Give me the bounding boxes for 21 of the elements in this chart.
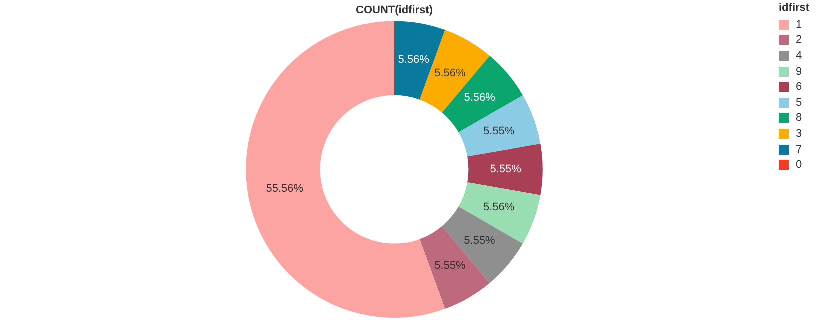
legend-label: 3 [796,128,802,140]
data-label: 55.56% [266,182,304,195]
legend-label: 5 [796,96,802,109]
data-label: 5.55% [464,235,496,248]
data-label: 5.56% [434,67,466,80]
data-label: 5.55% [490,164,522,176]
data-label: 5.56% [398,54,430,66]
legend-title: idfirst [779,2,810,14]
data-label: 5.56% [464,92,496,104]
chart-title: COUNT(idfirst) [356,4,434,17]
legend-label: 8 [796,112,802,124]
legend-label: 7 [796,144,802,156]
legend-label: 6 [796,81,802,94]
legend-label: 9 [796,66,802,78]
legend-label: 2 [796,34,802,46]
legend-label: 0 [796,159,802,172]
data-label: 5.55% [434,260,466,272]
data-label: 5.56% [483,202,515,214]
legend-label: 1 [796,18,802,31]
data-label: 5.55% [484,126,515,138]
legend-label: 4 [796,50,802,62]
